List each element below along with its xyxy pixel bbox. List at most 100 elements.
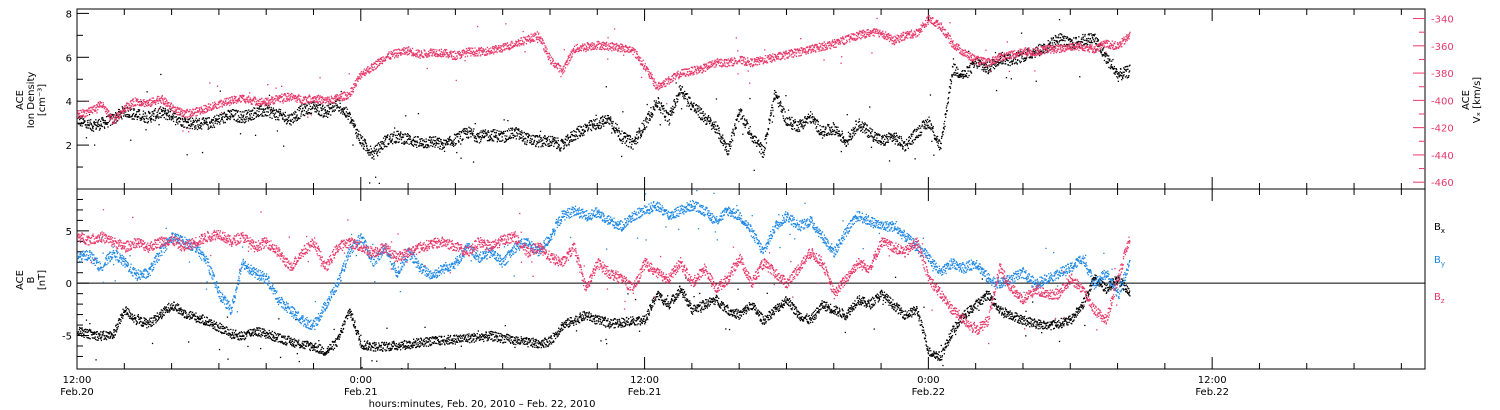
density-point xyxy=(1044,44,1045,45)
velocity-point xyxy=(189,109,190,110)
velocity-point xyxy=(139,104,140,105)
density-point xyxy=(336,107,337,108)
density-point xyxy=(439,138,440,139)
density-point xyxy=(240,111,241,112)
density-point xyxy=(859,121,860,122)
density-point xyxy=(767,134,768,135)
velocity-point xyxy=(318,103,319,104)
density-point xyxy=(684,96,685,97)
density-point xyxy=(506,136,507,137)
density-point xyxy=(680,90,681,91)
velocity-point xyxy=(272,97,273,98)
density-point xyxy=(618,128,619,129)
density-point xyxy=(493,140,494,141)
density-point xyxy=(613,127,614,128)
density-point xyxy=(460,158,461,159)
density-point xyxy=(80,125,81,126)
density-point xyxy=(712,122,713,123)
velocity-point xyxy=(204,112,205,113)
density-point xyxy=(1064,40,1065,41)
density-point xyxy=(195,125,196,126)
velocity-point xyxy=(253,99,254,100)
density-point xyxy=(934,135,935,136)
density-point xyxy=(969,67,970,68)
density-point xyxy=(915,139,916,140)
density-point xyxy=(648,113,649,114)
velocity-point xyxy=(376,68,377,69)
density-point xyxy=(234,114,235,115)
density-point xyxy=(362,143,363,144)
density-point xyxy=(1078,36,1079,37)
velocity-point xyxy=(130,107,131,108)
density-point xyxy=(647,104,648,105)
density-point xyxy=(843,136,844,137)
density-point xyxy=(88,127,89,128)
density-point xyxy=(676,82,677,83)
density-point xyxy=(227,116,228,117)
velocity-point xyxy=(81,112,82,113)
velocity-point xyxy=(267,99,268,100)
density-point xyxy=(974,65,975,66)
velocity-point xyxy=(323,102,324,103)
velocity-point xyxy=(107,112,108,113)
density-point xyxy=(238,115,239,116)
velocity-point xyxy=(118,114,119,115)
density-point xyxy=(749,130,750,131)
density-point xyxy=(175,113,176,114)
density-point xyxy=(553,138,554,139)
density-point xyxy=(1087,44,1088,45)
density-point xyxy=(660,112,661,113)
density-point xyxy=(696,104,697,105)
density-point xyxy=(870,136,871,137)
density-point xyxy=(944,126,945,127)
density-point xyxy=(909,140,910,141)
density-point xyxy=(811,117,812,118)
density-point xyxy=(432,146,433,147)
density-point xyxy=(805,122,806,123)
velocity-point xyxy=(137,99,138,100)
density-point xyxy=(287,119,288,120)
velocity-point xyxy=(157,96,158,97)
density-point xyxy=(537,135,538,136)
density-point xyxy=(734,135,735,136)
density-point xyxy=(103,119,104,120)
density-point xyxy=(885,143,886,144)
density-point xyxy=(511,133,512,134)
density-point xyxy=(425,146,426,147)
density-point xyxy=(998,64,999,65)
density-point xyxy=(1116,69,1117,70)
density-point xyxy=(874,139,875,140)
density-point xyxy=(90,119,91,120)
density-point xyxy=(435,140,436,141)
density-point xyxy=(558,147,559,148)
density-point xyxy=(753,142,754,143)
density-point xyxy=(710,120,711,121)
density-point xyxy=(557,147,558,148)
density-point xyxy=(698,111,699,112)
density-point xyxy=(866,128,867,129)
density-point xyxy=(824,134,825,135)
velocity-point xyxy=(202,113,203,114)
density-point xyxy=(601,117,602,118)
density-point xyxy=(665,120,666,121)
density-point xyxy=(234,119,235,120)
density-point xyxy=(104,122,105,123)
density-point xyxy=(438,143,439,144)
density-point xyxy=(734,123,735,124)
density-point xyxy=(1020,51,1021,52)
density-point xyxy=(215,123,216,124)
density-point xyxy=(933,126,934,127)
density-point xyxy=(222,119,223,120)
density-point xyxy=(239,122,240,123)
density-point xyxy=(330,104,331,105)
density-point xyxy=(89,124,90,125)
velocity-point xyxy=(234,102,235,103)
density-point xyxy=(418,113,419,114)
density-point xyxy=(978,60,979,61)
density-point xyxy=(210,123,211,124)
velocity-point xyxy=(149,99,150,100)
density-point xyxy=(151,121,152,122)
density-point xyxy=(908,148,909,149)
density-point xyxy=(1081,37,1082,38)
density-point xyxy=(836,129,837,130)
